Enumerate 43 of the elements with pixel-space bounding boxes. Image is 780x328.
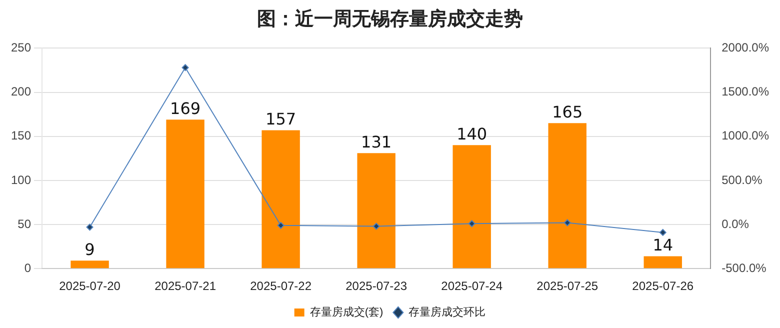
point — [277, 222, 284, 229]
point — [468, 220, 476, 228]
x-tick-label: 2025-07-23 — [346, 279, 408, 294]
x-tick-label: 2025-07-21 — [154, 279, 216, 294]
point — [182, 64, 189, 72]
bar — [548, 123, 586, 268]
x-tick-label: 2025-07-22 — [250, 279, 312, 294]
legend-label: 存量房成交环比 — [408, 306, 486, 319]
y2-tick-label: 500.0% — [722, 172, 763, 187]
bar — [452, 145, 491, 268]
y2-tick-label: -500.0% — [722, 260, 767, 275]
data-label: 9 — [84, 240, 95, 259]
y2-tick-label: 1000.0% — [722, 128, 770, 143]
data-label: 169 — [170, 98, 201, 118]
x-tick-label: 2025-07-25 — [536, 279, 598, 294]
data-label: 14 — [652, 235, 674, 254]
point — [659, 228, 666, 236]
x-tick-label: 2025-07-26 — [632, 279, 694, 294]
bar — [70, 260, 109, 268]
bar — [357, 153, 396, 268]
y2-tick-label: 0.0% — [722, 216, 750, 231]
y-tick-label: 100 — [10, 172, 32, 187]
bar — [166, 120, 204, 268]
y2-tick-label: 1500.0% — [722, 84, 770, 99]
y-tick-label: 0 — [24, 260, 32, 275]
x-tick-label: 2025-07-24 — [441, 279, 503, 294]
y-tick-label: 50 — [18, 216, 32, 231]
point — [372, 222, 380, 230]
bar — [644, 256, 682, 268]
legend-label: 存量房成交(套) — [310, 306, 384, 319]
y-tick-label: 200 — [10, 84, 32, 99]
data-label: 157 — [266, 109, 296, 128]
data-label: 131 — [361, 132, 392, 152]
point — [564, 219, 571, 226]
y2-tick-label: 2000.0% — [722, 40, 770, 55]
point — [86, 224, 94, 231]
bar — [262, 130, 300, 268]
data-label: 165 — [552, 102, 583, 122]
data-label: 140 — [456, 124, 488, 144]
y-tick-label: 150 — [10, 128, 32, 143]
y-tick-label: 250 — [10, 40, 32, 55]
x-tick-label: 2025-07-20 — [59, 279, 121, 294]
chart-title: 图：近一周无锡存量房成交走势 — [256, 7, 524, 32]
